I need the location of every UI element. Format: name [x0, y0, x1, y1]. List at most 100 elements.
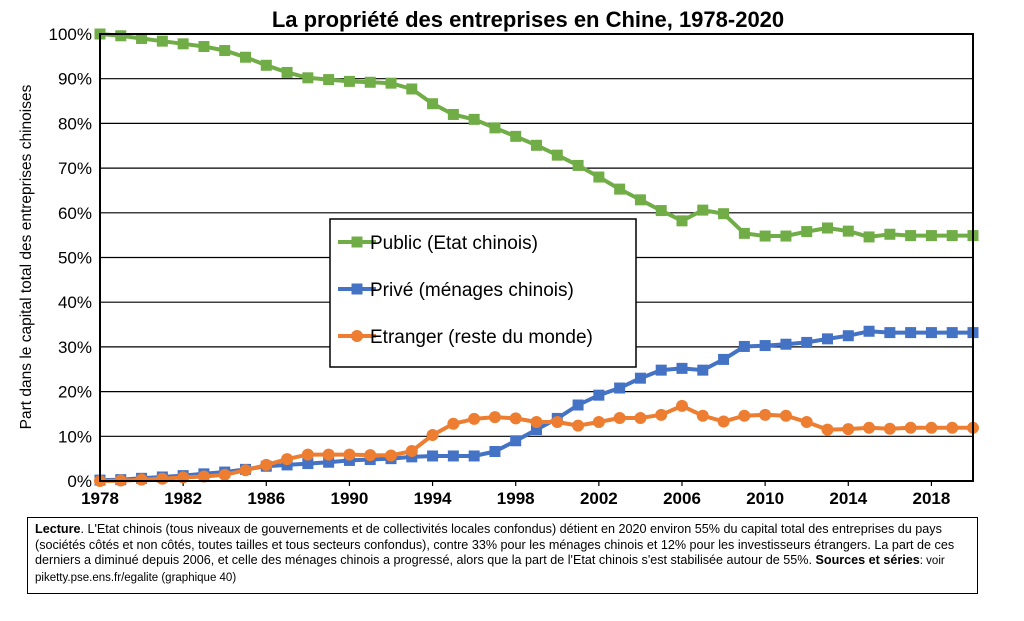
data-point	[489, 122, 501, 134]
data-point	[718, 208, 730, 220]
data-point	[738, 227, 750, 239]
data-point	[925, 327, 937, 339]
data-point	[634, 194, 646, 206]
data-point	[863, 421, 876, 434]
data-point	[593, 389, 605, 401]
y-tick-label: 80%	[58, 114, 92, 133]
data-point	[447, 450, 459, 462]
data-point	[219, 45, 231, 57]
data-point	[531, 139, 542, 151]
data-point	[696, 409, 709, 422]
data-point	[779, 409, 792, 422]
data-point	[572, 399, 584, 411]
legend-label: Privé (ménages chinois)	[370, 280, 574, 301]
data-point	[946, 421, 959, 434]
data-point	[156, 472, 169, 485]
data-point	[717, 415, 730, 428]
x-tick-label: 1982	[164, 489, 202, 508]
data-point	[447, 108, 459, 120]
data-point	[385, 77, 397, 89]
data-point	[323, 74, 335, 86]
legend-marker	[351, 236, 363, 248]
y-tick-label: 100%	[49, 25, 92, 44]
x-tick-label: 2018	[913, 489, 951, 508]
series-public	[94, 28, 979, 243]
data-point	[281, 453, 294, 466]
data-point	[697, 204, 709, 216]
data-point	[759, 408, 772, 421]
y-tick-label: 0%	[67, 472, 92, 491]
x-tick-label: 2002	[580, 489, 618, 508]
data-point	[406, 83, 418, 95]
data-point	[551, 415, 564, 428]
data-point	[281, 66, 293, 78]
data-point	[302, 72, 314, 84]
data-point	[614, 382, 626, 394]
data-point	[510, 435, 522, 447]
data-point	[884, 228, 896, 240]
x-axis-ticks: 1978 1982 1986 1990 1994 1998 2002 2006 2010 2014…	[81, 481, 950, 508]
y-axis-label: Part dans le capital total des entrepris…	[18, 84, 35, 429]
data-point	[925, 421, 938, 434]
data-point	[510, 130, 522, 142]
data-point	[302, 458, 314, 470]
data-point	[115, 30, 127, 42]
x-tick-label: 1978	[81, 489, 119, 508]
data-point	[821, 423, 834, 436]
data-point	[364, 449, 377, 462]
data-point	[842, 225, 854, 237]
data-point	[905, 327, 917, 339]
data-point	[301, 448, 314, 461]
data-point	[343, 75, 355, 87]
y-tick-label: 30%	[58, 338, 92, 357]
data-point	[801, 336, 813, 348]
data-point	[738, 340, 750, 352]
data-point	[509, 412, 522, 425]
x-tick-label: 1990	[331, 489, 369, 508]
data-point	[468, 412, 481, 425]
data-point	[718, 353, 730, 365]
x-tick-label: 1994	[414, 489, 452, 508]
y-tick-label: 60%	[58, 204, 92, 223]
chart: La propriété des entreprises en Chine, 1…	[18, 7, 979, 508]
x-tick-label: 1986	[247, 489, 285, 508]
y-tick-label: 90%	[58, 70, 92, 89]
legend-box	[329, 218, 637, 368]
data-point	[634, 411, 647, 424]
data-point	[801, 226, 813, 238]
data-point	[613, 411, 626, 424]
data-point	[946, 327, 958, 339]
y-tick-label: 10%	[58, 427, 92, 446]
data-point	[738, 409, 751, 422]
data-point	[468, 113, 480, 125]
data-point	[593, 171, 605, 183]
data-point	[177, 38, 189, 50]
x-tick-label: 1998	[497, 489, 535, 508]
x-tick-label: 2014	[829, 489, 867, 508]
data-point	[488, 411, 501, 424]
note-sources-value: : voir piketty.pse.ens.fr/egalite (graph…	[35, 555, 945, 584]
data-point	[572, 419, 585, 432]
data-point	[614, 183, 626, 195]
data-point	[655, 205, 667, 217]
data-point	[946, 230, 958, 242]
data-point	[364, 76, 376, 88]
data-point	[904, 421, 917, 434]
data-point	[530, 415, 543, 428]
data-point	[759, 340, 771, 352]
y-axis-ticks: 0% 10% 20% 30% 40% 50% 60% 70% 80% 90% 100%	[49, 25, 92, 491]
note-sources-label: Sources et séries	[815, 553, 920, 568]
plot-frame	[99, 33, 974, 482]
data-point	[759, 230, 771, 242]
series-etranger	[94, 399, 979, 487]
data-point	[468, 450, 480, 462]
legend-label: Etranger (reste du monde)	[370, 327, 593, 348]
data-point	[883, 422, 896, 435]
data-point	[925, 230, 937, 242]
legend-item: Privé (ménages chinois)	[338, 280, 574, 301]
data-point	[780, 230, 792, 242]
data-point	[343, 448, 356, 461]
data-point	[676, 362, 688, 374]
data-point	[634, 372, 646, 384]
y-tick-label: 70%	[58, 159, 92, 178]
